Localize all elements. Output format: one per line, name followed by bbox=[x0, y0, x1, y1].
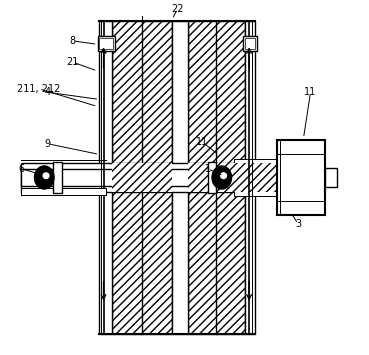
Bar bbox=[243, 36, 257, 51]
Text: 22: 22 bbox=[171, 4, 184, 14]
Bar bbox=[99, 21, 112, 334]
Bar bbox=[234, 163, 277, 192]
Bar bbox=[21, 188, 106, 195]
Bar bbox=[97, 36, 115, 51]
Bar bbox=[112, 21, 172, 334]
Text: 4: 4 bbox=[45, 87, 51, 97]
Text: 3: 3 bbox=[295, 219, 301, 229]
Bar bbox=[21, 169, 320, 186]
Text: 11: 11 bbox=[196, 137, 208, 147]
Bar bbox=[21, 163, 320, 192]
Bar bbox=[112, 21, 172, 334]
Bar bbox=[53, 162, 62, 193]
Text: 9: 9 bbox=[45, 139, 51, 149]
Bar bbox=[277, 140, 325, 215]
Text: 1: 1 bbox=[204, 164, 211, 174]
Bar bbox=[188, 21, 245, 334]
Bar bbox=[99, 38, 114, 49]
Bar bbox=[245, 38, 255, 49]
Bar bbox=[208, 162, 217, 193]
Bar bbox=[234, 163, 255, 192]
Text: 8: 8 bbox=[70, 36, 76, 46]
Ellipse shape bbox=[35, 166, 54, 189]
Bar bbox=[172, 21, 188, 334]
Ellipse shape bbox=[220, 172, 227, 179]
Bar bbox=[188, 163, 245, 192]
Text: 11: 11 bbox=[304, 87, 317, 97]
Ellipse shape bbox=[42, 172, 49, 179]
Text: 6: 6 bbox=[18, 164, 24, 174]
Bar bbox=[112, 163, 172, 192]
Bar bbox=[188, 21, 245, 334]
Text: 21: 21 bbox=[66, 57, 79, 67]
Text: 211, 212: 211, 212 bbox=[17, 84, 61, 94]
Bar bbox=[234, 159, 277, 196]
Bar bbox=[325, 168, 337, 187]
Ellipse shape bbox=[212, 166, 231, 189]
Bar bbox=[245, 21, 255, 334]
